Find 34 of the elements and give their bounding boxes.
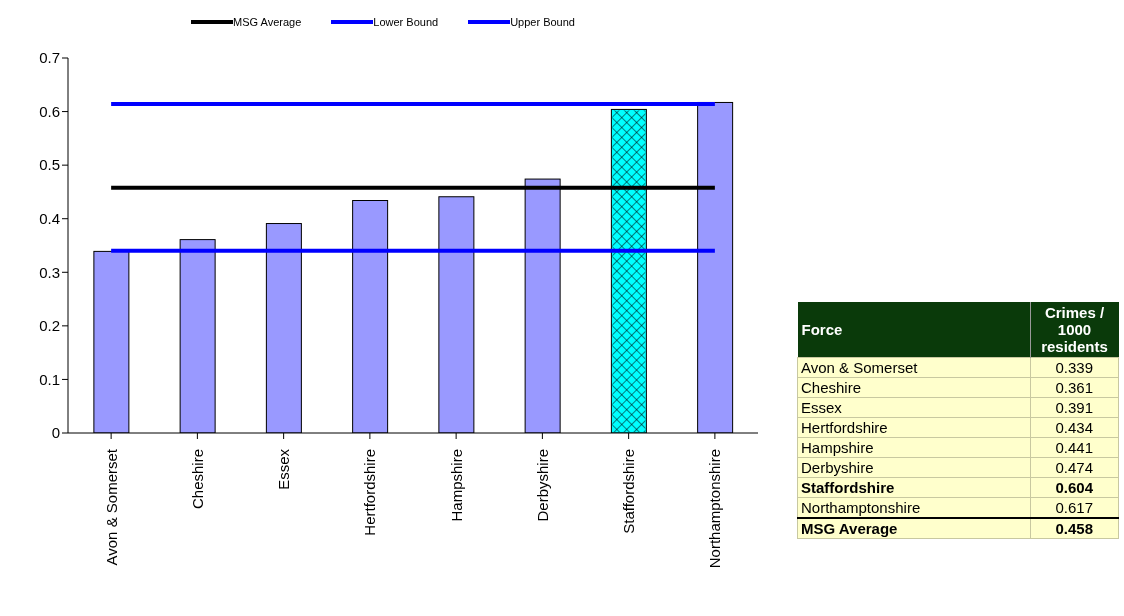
x-tick-label: Derbyshire xyxy=(533,449,551,522)
legend-label: Upper Bound xyxy=(510,16,575,28)
text: 0.361 xyxy=(1030,377,1119,398)
text: 0.391 xyxy=(1030,397,1119,418)
y-tick-label: 0.7 xyxy=(39,49,60,67)
category-label: Avon & Somerset xyxy=(801,359,918,376)
text: 0.604 xyxy=(1030,477,1119,498)
y-tick-label: 0.6 xyxy=(39,102,60,120)
y-tick-label: 0 xyxy=(51,424,60,442)
text: MSG Average xyxy=(801,520,898,537)
category-label: Hertfordshire xyxy=(801,419,888,436)
text: 0.474 xyxy=(1030,457,1119,478)
y-tick-label: 0.4 xyxy=(39,210,60,228)
table-header: Force Crimes / 1000 residents xyxy=(797,302,1119,358)
category-label: Cheshire xyxy=(801,379,862,396)
x-tick-label: Essex xyxy=(275,448,293,490)
x-tick-label: Avon & Somerset xyxy=(102,448,120,566)
y-tick-label: 0.5 xyxy=(39,156,60,174)
text: 0.441 xyxy=(1030,437,1119,458)
x-tick-label: Hertfordshire xyxy=(361,449,379,536)
y-tick-label: 0.2 xyxy=(39,317,60,335)
text: 0.434 xyxy=(1030,417,1119,438)
y-tick-label: 0.1 xyxy=(39,370,60,388)
x-tick-label: Northamptonshire xyxy=(706,449,724,569)
legend-label: Lower Bound xyxy=(373,16,439,28)
text: 0.617 xyxy=(1030,497,1119,518)
text: 0.339 xyxy=(1030,357,1119,378)
text: 0.458 xyxy=(1030,518,1119,539)
x-tick-label: Hampshire xyxy=(447,449,465,522)
x-tick-label: Staffordshire xyxy=(620,449,638,534)
y-tick-label: 0.3 xyxy=(39,263,60,281)
x-tick-label: Cheshire xyxy=(188,449,206,510)
legend-label: MSG Average xyxy=(233,16,302,28)
category-label: Essex xyxy=(801,399,842,416)
